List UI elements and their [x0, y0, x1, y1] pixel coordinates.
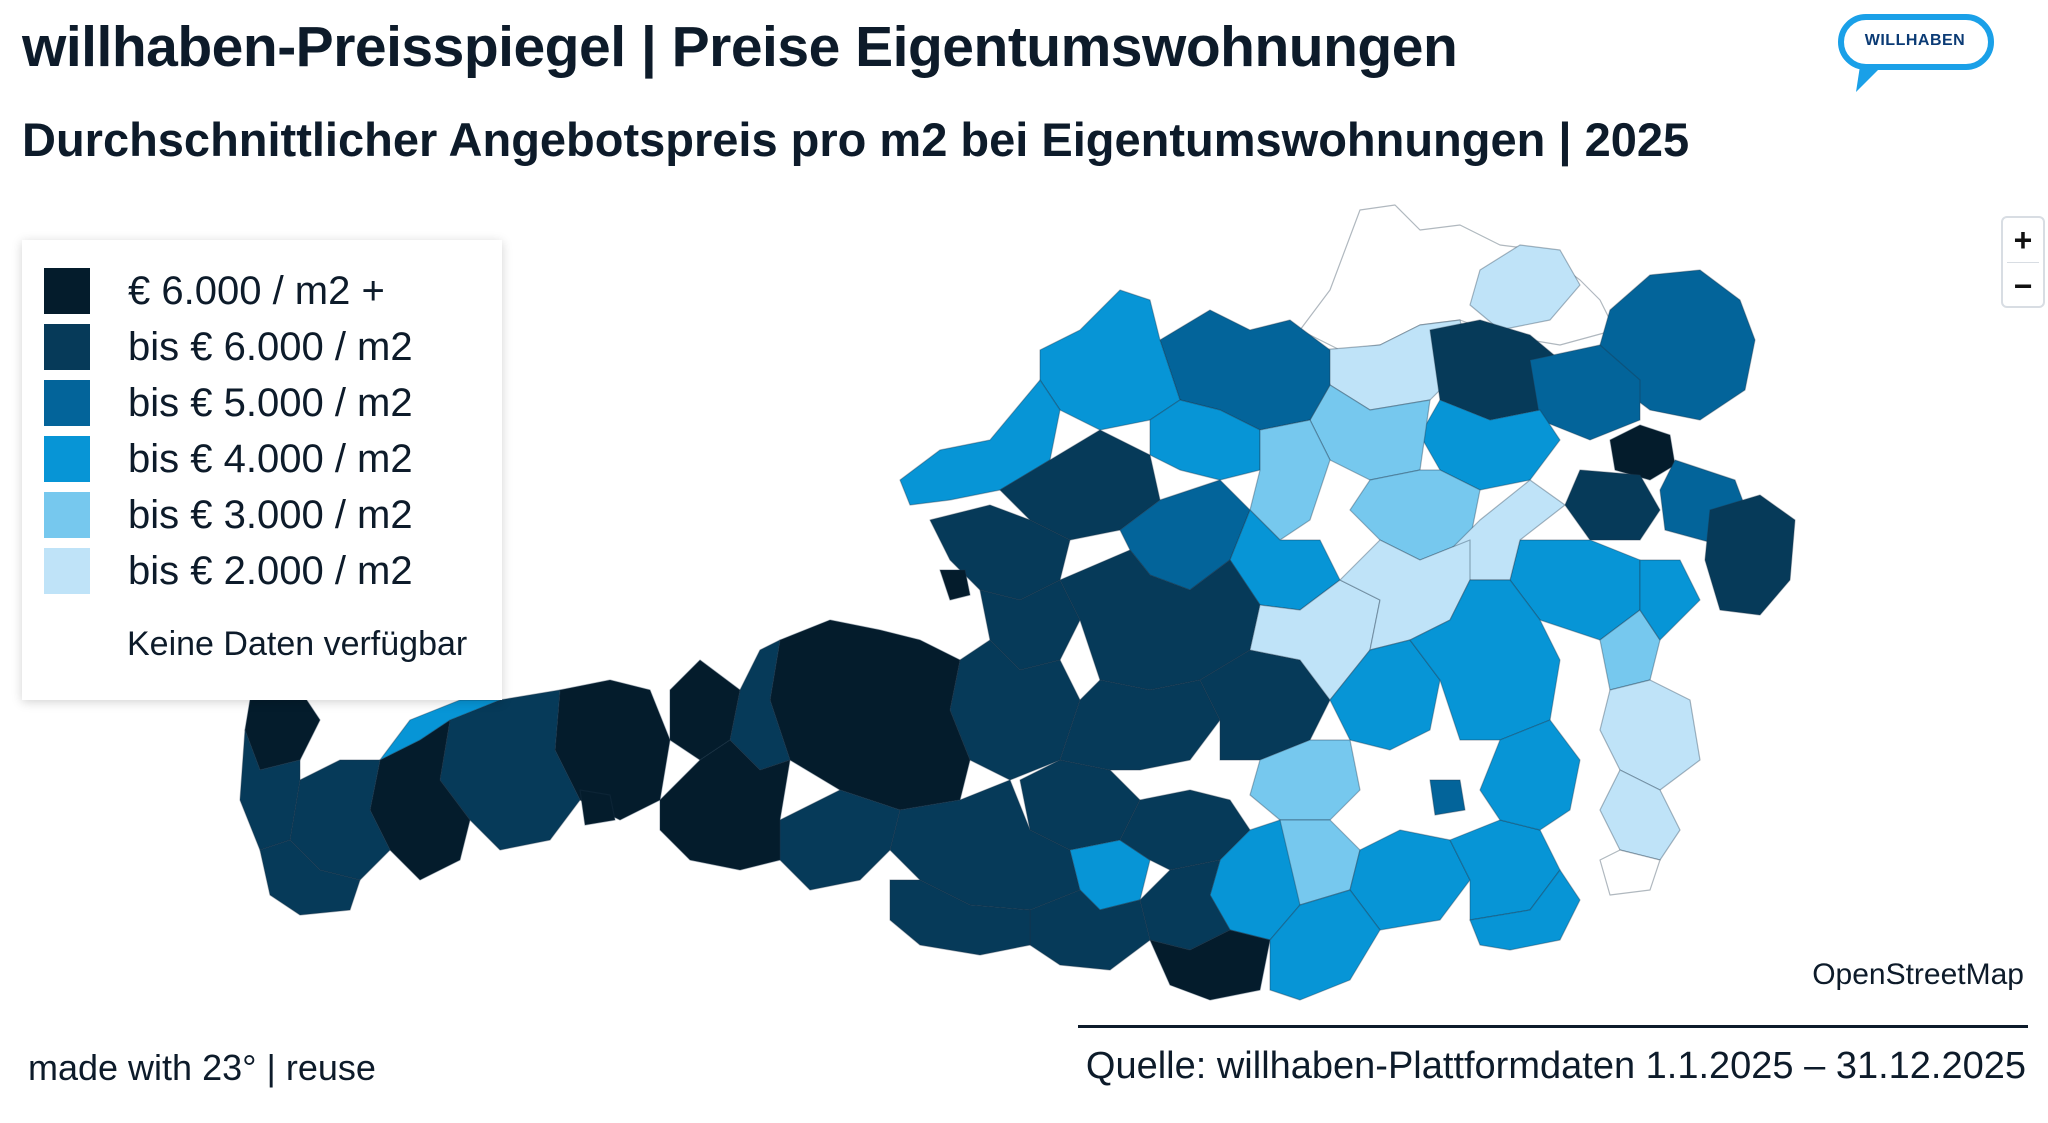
- legend-swatch: [44, 380, 90, 426]
- legend-swatch: [44, 268, 90, 314]
- region-reutte: [379, 699, 501, 761]
- legend-swatch: [44, 492, 90, 538]
- region-pinzgau: [769, 619, 971, 811]
- footer-divider: [1078, 1025, 2028, 1028]
- legend-no-data-label: Keine Daten verfügbar: [127, 625, 468, 663]
- austria-choropleth-map[interactable]: [0, 180, 2048, 1040]
- region-oberwart: [1599, 679, 1701, 791]
- region-murau: [1059, 679, 1221, 771]
- region-volkermarkt: [1149, 929, 1271, 1001]
- region-neusiedl: [1704, 494, 1796, 616]
- logo-text: WILLHABEN: [1864, 32, 1966, 49]
- legend-item: bis € 6.000 / m2: [44, 324, 484, 370]
- region-bludenz: [259, 839, 361, 916]
- region-innsbruck: [579, 789, 616, 826]
- legend-label: € 6.000 / m2 +: [128, 268, 385, 313]
- region-lienz: [779, 789, 901, 891]
- region-gmund: [1469, 244, 1581, 331]
- legend-swatch: [44, 548, 90, 594]
- made-with-link[interactable]: made with 23° | reuse: [28, 1047, 376, 1088]
- legend-item: € 6.000 / m2 +: [44, 268, 484, 314]
- region-braunau: [899, 379, 1061, 506]
- region-hartberg-furstenfeld: [1479, 719, 1581, 831]
- page-title: willhaben-Preisspiegel | Preise Eigentum…: [22, 15, 1458, 79]
- legend-label: bis € 3.000 / m2: [128, 492, 413, 537]
- region-graz: [1429, 779, 1466, 816]
- region-innviertel: [1039, 289, 1181, 431]
- legend-label: bis € 6.000 / m2: [128, 324, 413, 369]
- region-steiermark-south: [1269, 889, 1381, 1001]
- legend-label: bis € 4.000 / m2: [128, 436, 413, 481]
- region-voitsberg: [1249, 739, 1361, 821]
- willhaben-logo[interactable]: WILLHABEN: [1838, 14, 1996, 98]
- legend-item: bis € 3.000 / m2: [44, 492, 484, 538]
- region-steyr: [1249, 419, 1331, 541]
- page-subtitle: Durchschnittlicher Angebotspreis pro m2 …: [22, 113, 1690, 166]
- legend-swatch: [44, 324, 90, 370]
- zoom-out-button[interactable]: −: [2013, 268, 2033, 304]
- region-mattersburg: [1639, 559, 1701, 641]
- legend-item: bis € 2.000 / m2: [44, 548, 484, 594]
- legend-swatch: [44, 436, 90, 482]
- speech-bubble-logo-icon: [1838, 14, 1994, 92]
- legend-label: bis € 2.000 / m2: [128, 548, 413, 593]
- zoom-divider: [2007, 262, 2039, 263]
- region-bregenz: [244, 689, 321, 771]
- source-note: Quelle: willhaben-Plattformdaten 1.1.202…: [1085, 1045, 2026, 1087]
- zoom-control: + −: [2001, 216, 2045, 308]
- region-oberpullendorf: [1599, 609, 1661, 691]
- region-salzburg-city: [939, 569, 971, 601]
- region-hermagor: [889, 879, 1031, 956]
- region-jennersdorf: [1599, 849, 1661, 896]
- legend-item: bis € 4.000 / m2: [44, 436, 484, 482]
- legend-label: bis € 5.000 / m2: [128, 380, 413, 425]
- region-dornbirn-feldkirch: [239, 729, 301, 851]
- region-radkersburg: [1469, 869, 1581, 951]
- region-modling-baden: [1564, 469, 1661, 541]
- map-attribution-link[interactable]: OpenStreetMap: [1812, 958, 2024, 991]
- region-kirchdorf: [1229, 509, 1341, 611]
- region-weiz-hartberg: [1409, 579, 1561, 741]
- map-legend: € 6.000 / m2 + bis € 6.000 / m2 bis € 5.…: [22, 240, 502, 700]
- region-graz-umgebung: [1329, 639, 1441, 751]
- region-vienna: [1609, 424, 1676, 481]
- region-kitzbuhel-south: [659, 739, 791, 871]
- zoom-in-button[interactable]: +: [2013, 222, 2033, 258]
- legend-item: bis € 5.000 / m2: [44, 380, 484, 426]
